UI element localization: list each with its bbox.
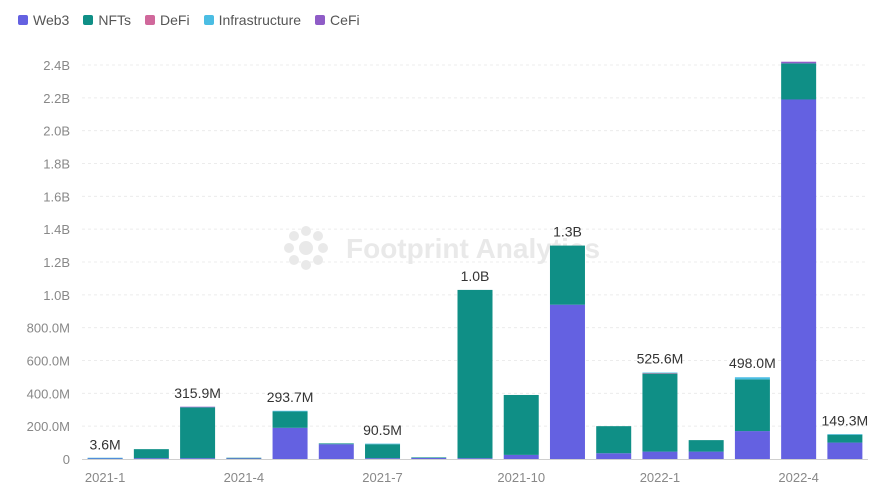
legend-item-infrastructure[interactable]: Infrastructure	[203, 12, 302, 28]
y-tick-label: 1.6B	[43, 189, 70, 204]
bar-segment-nfts[interactable]	[827, 434, 863, 443]
y-tick-label: 2.0B	[43, 124, 70, 139]
legend-swatch-defi	[145, 15, 155, 25]
bar-segment-nfts[interactable]	[596, 426, 632, 454]
bar-segment-nfts[interactable]	[411, 457, 447, 459]
legend-label-cefi: CeFi	[330, 12, 360, 28]
bar-segment-infrastructure[interactable]	[87, 457, 123, 459]
y-tick-label: 1.2B	[43, 255, 70, 270]
x-tick-label: 2021-10	[497, 470, 545, 485]
x-axis: 2021-1 2021-4 2021-7 2021-10 2022-1 2022-4	[82, 459, 868, 485]
legend-swatch-infrastructure	[203, 15, 214, 25]
bar-segment-web3[interactable]	[365, 458, 401, 459]
bar-segment-nfts[interactable]	[781, 63, 817, 100]
bar-segment-nfts[interactable]	[226, 457, 262, 459]
y-tick-label: 1.8B	[43, 157, 70, 172]
bar-segment-web3[interactable]	[596, 453, 632, 459]
bar-segment-web3[interactable]	[781, 99, 817, 459]
bar-segment-web3[interactable]	[503, 454, 539, 459]
bar-segment-web3[interactable]	[411, 458, 447, 459]
bar-segment-web3[interactable]	[318, 444, 354, 459]
legend-item-defi[interactable]: DeFi	[145, 12, 190, 28]
bar-segment-web3[interactable]	[734, 431, 770, 459]
x-tick-label: 2021-1	[85, 470, 125, 485]
footprint-logo-icon	[284, 226, 328, 270]
data-label: 293.7M	[267, 389, 314, 405]
legend-swatch-cefi	[315, 15, 326, 25]
x-tick-label: 2022-1	[640, 470, 680, 485]
bar-segment-infrastructure[interactable]	[365, 443, 401, 445]
y-tick-label: 2.4B	[43, 58, 70, 73]
x-tick-label: 2021-7	[362, 470, 402, 485]
y-tick-label: 200.0M	[27, 419, 70, 434]
bar-segment-nfts[interactable]	[642, 373, 678, 452]
bar-segment-nfts[interactable]	[688, 440, 724, 452]
y-tick-label: 800.0M	[27, 321, 70, 336]
y-tick-label: 1.4B	[43, 222, 70, 237]
bar-segment-web3[interactable]	[133, 458, 169, 459]
bar-segment-nfts[interactable]	[549, 245, 585, 305]
legend: Web3 NFTs DeFi Infrastructure CeFi	[18, 12, 360, 28]
bar-segment-infrastructure[interactable]	[272, 410, 308, 412]
legend-item-web3[interactable]: Web3	[18, 12, 69, 28]
bar-segment-web3[interactable]	[180, 458, 216, 459]
y-tick-label: 400.0M	[27, 386, 70, 401]
legend-label-web3: Web3	[33, 12, 70, 28]
legend-label-defi: DeFi	[160, 12, 190, 28]
bar-segment-infrastructure[interactable]	[827, 434, 863, 435]
data-labels: 3.6M 315.9M 293.7M 90.5M 1.0B 1.3B 525.6M 498.0…	[90, 224, 869, 453]
x-tick-label: 2021-4	[224, 470, 264, 485]
data-label: 498.0M	[729, 355, 776, 371]
y-tick-label: 0	[63, 452, 70, 467]
bar-segment-web3[interactable]	[272, 427, 308, 459]
bar-segment-web3[interactable]	[549, 304, 585, 459]
legend-item-nfts[interactable]: NFTs	[83, 12, 131, 28]
bar-segment-nfts[interactable]	[503, 394, 539, 455]
bars	[87, 61, 863, 459]
y-tick-label: 2.2B	[43, 91, 70, 106]
bar-segment-infrastructure[interactable]	[734, 377, 770, 380]
legend-label-infrastructure: Infrastructure	[218, 12, 302, 28]
data-label: 149.3M	[822, 412, 869, 428]
bar-segment-cefi[interactable]	[781, 61, 817, 64]
bar-segment-nfts[interactable]	[272, 411, 308, 428]
bar-segment-defi[interactable]	[642, 373, 678, 374]
x-tick-label: 2022-4	[778, 470, 818, 485]
legend-item-cefi[interactable]: CeFi	[315, 12, 360, 28]
y-tick-label: 1.0B	[43, 288, 70, 303]
legend-swatch-web3	[18, 15, 28, 25]
bar-segment-web3[interactable]	[827, 442, 863, 459]
bar-segment-web3[interactable]	[226, 458, 262, 459]
bar-segment-web3[interactable]	[688, 451, 724, 459]
bar-segment-nfts[interactable]	[133, 449, 169, 459]
bar-segment-cefi[interactable]	[180, 406, 216, 408]
bar-segment-infrastructure[interactable]	[642, 372, 678, 374]
data-label: 90.5M	[363, 422, 402, 438]
y-tick-label: 600.0M	[27, 354, 70, 369]
data-label: 525.6M	[637, 351, 684, 367]
bar-segment-nfts[interactable]	[180, 407, 216, 459]
bar-segment-nfts[interactable]	[734, 379, 770, 432]
data-label: 1.3B	[553, 224, 582, 240]
y-axis-ticks: 0 200.0M 400.0M 600.0M 800.0M 1.0B 1.2B 1.4B 1.6…	[27, 58, 70, 467]
data-label: 1.0B	[461, 268, 490, 284]
legend-swatch-nfts	[83, 15, 94, 25]
data-label: 3.6M	[90, 436, 121, 452]
bar-segment-nfts[interactable]	[457, 289, 493, 459]
legend-label-nfts: NFTs	[98, 12, 131, 28]
bar-segment-nfts[interactable]	[365, 444, 401, 459]
data-label: 315.9M	[174, 385, 221, 401]
bar-segment-web3[interactable]	[457, 458, 493, 459]
bar-segment-web3[interactable]	[87, 458, 123, 459]
bar-segment-web3[interactable]	[642, 451, 678, 459]
bar-segment-nfts[interactable]	[318, 443, 354, 445]
